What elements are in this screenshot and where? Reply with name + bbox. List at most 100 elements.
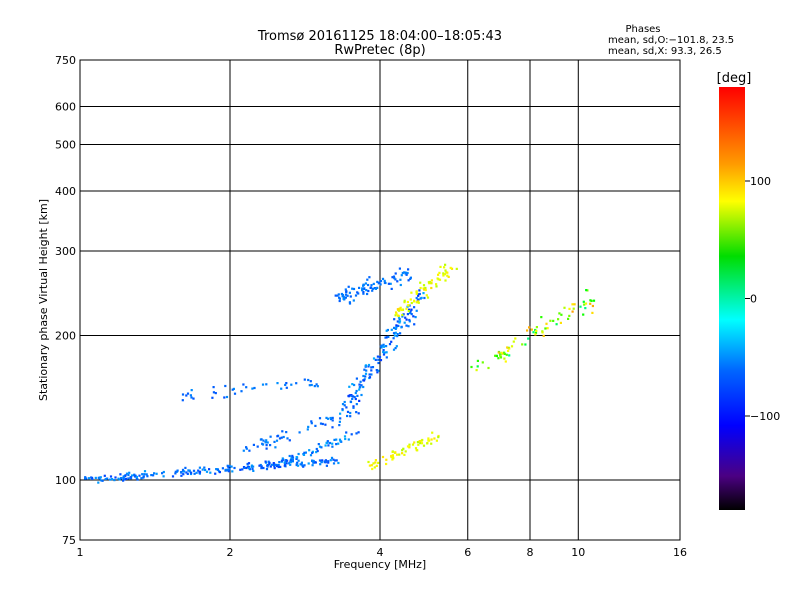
echo-point [252,469,255,472]
y-tick-label: 100 [55,474,76,487]
echo-point [404,272,407,275]
echo-point [333,438,336,441]
echo-point [526,329,529,332]
echo-point [403,301,406,304]
echo-point [358,388,361,391]
echo-point [439,265,442,268]
echo-point [393,318,396,321]
echo-point [391,454,394,457]
echo-point [348,291,351,294]
echo-point [233,466,236,470]
echo-point [431,431,434,434]
echo-point [343,404,346,407]
echo-point [584,302,588,305]
phase-o-stats: mean, sd,O:−101.8, 23.5 [608,35,734,46]
echo-point [396,335,399,338]
echo-point [240,390,243,393]
echo-point [190,389,193,392]
echo-point [100,479,103,482]
echo-point [446,274,449,277]
echo-point [388,343,392,346]
echo-point [341,408,344,411]
echo-point [308,449,311,452]
x-axis-label: Frequency [MHz] [334,558,426,571]
echo-point [113,479,116,482]
echo-point [209,471,212,474]
echo-point [435,285,438,288]
echo-point [251,387,254,390]
echo-point [247,465,250,469]
echo-point [125,472,129,475]
echo-point [216,468,220,471]
echo-point [495,354,498,358]
echo-point [365,289,368,292]
echo-point [396,320,399,323]
echo-point [224,469,227,472]
echo-point [283,461,286,464]
echo-point [534,333,537,336]
echo-point [326,440,329,443]
echo-point [182,473,185,476]
echo-point [364,365,367,368]
echo-point [253,386,256,390]
echo-point [506,346,509,349]
echo-point [521,343,524,346]
echo-point [442,272,445,275]
echo-point [186,392,190,395]
echo-point [540,316,543,319]
echo-point [442,274,445,277]
echo-point [514,337,517,340]
echo-point [245,386,248,389]
echo-point [410,291,413,294]
echo-point [352,405,355,408]
echo-point [422,287,425,290]
echo-point [407,310,410,313]
echo-point [327,460,330,463]
echo-point [392,275,396,278]
echo-point [354,391,357,395]
echo-point [247,462,251,465]
echo-point [584,307,587,310]
echo-point [394,327,397,330]
echo-point [297,459,300,462]
echo-point [265,383,268,386]
echo-point [571,310,574,313]
echo-point [379,359,383,362]
echo-point [285,386,288,389]
echo-point [379,283,382,286]
echo-point [398,307,401,310]
echo-point [534,331,538,334]
echo-point [368,276,371,279]
echo-point [181,399,184,402]
axis-ticks: 1 2 4 6 8 10 16 75 100 200 300 400 500 600 750 [55,54,687,559]
echo-point [273,467,276,470]
echo-point [382,349,385,352]
echo-point [364,282,367,285]
echo-point [334,459,337,462]
echo-point [358,286,361,289]
echo-point [90,476,93,479]
echo-point [325,441,328,444]
echo-point [545,322,548,325]
echo-point [532,331,535,334]
echo-point [218,471,221,474]
echo-point [573,303,576,306]
chart-title: Tromsø 20161125 18:04:00–18:05:43 [257,29,502,44]
echo-point [444,263,447,266]
echo-point [408,446,411,449]
echo-point [396,453,399,456]
echo-point [307,378,310,382]
echo-point [402,313,405,316]
echo-point [524,343,527,346]
echo-point [415,309,418,312]
echo-point [397,324,400,327]
echo-point [390,454,393,458]
echo-point [354,294,358,297]
echo-point [142,476,145,479]
echo-point [345,406,348,409]
echo-point [410,308,413,311]
echo-point [367,283,370,287]
echo-point [363,378,366,381]
echo-point [505,353,508,356]
echo-point [239,468,242,471]
